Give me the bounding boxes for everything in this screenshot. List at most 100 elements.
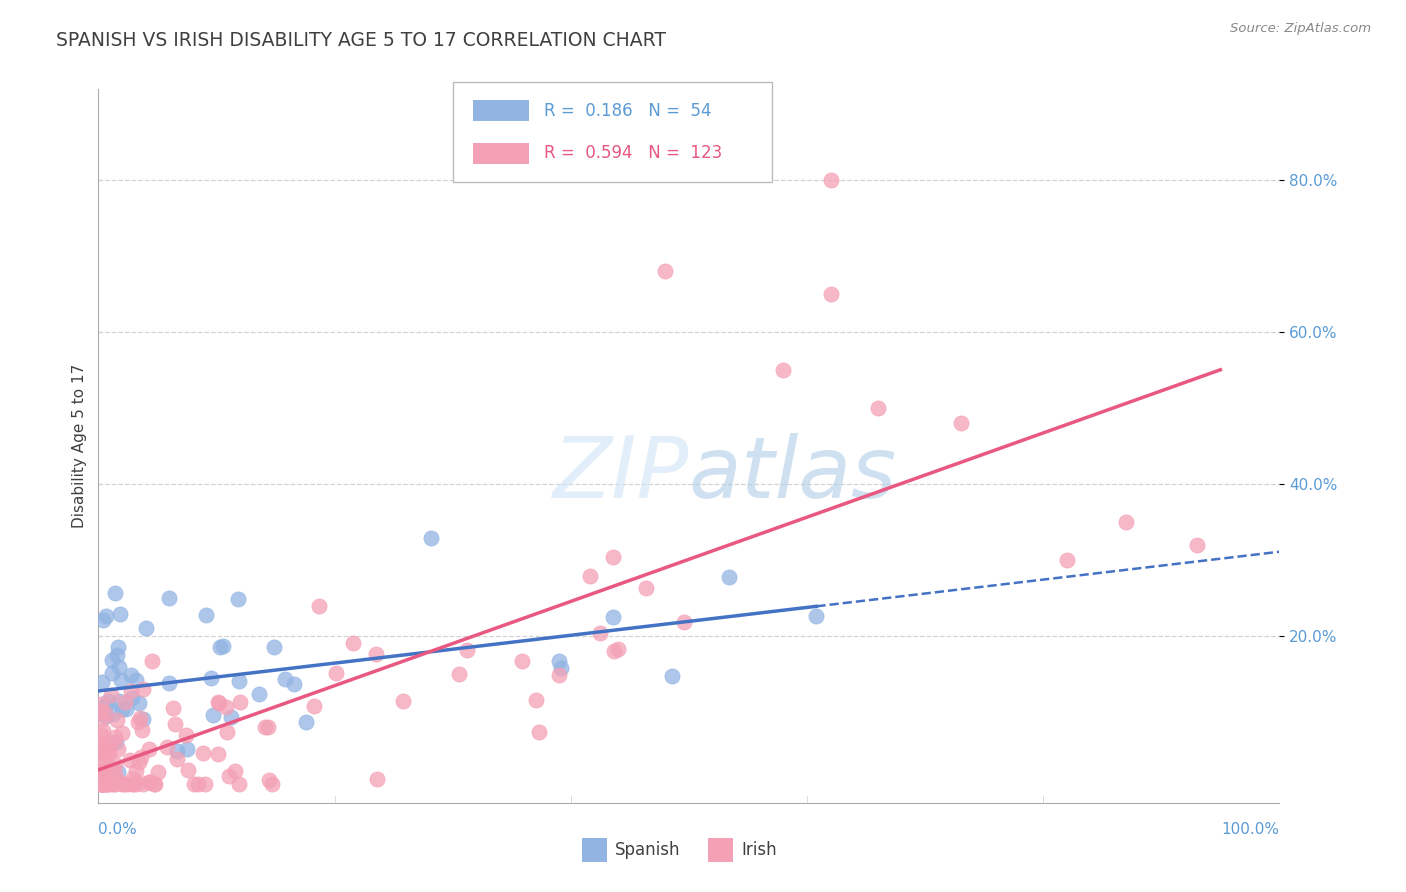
Point <box>295 714 318 729</box>
Point <box>125 764 148 778</box>
Point <box>229 695 252 709</box>
Point <box>104 730 127 744</box>
Point <box>143 777 166 791</box>
Point <box>114 702 136 716</box>
Point <box>259 772 281 787</box>
Text: 100.0%: 100.0% <box>1222 822 1279 837</box>
Point <box>90 764 112 778</box>
Point <box>90 777 112 791</box>
Point <box>257 720 280 734</box>
Point <box>90 777 112 791</box>
Point <box>177 763 200 777</box>
Point <box>866 401 889 415</box>
Point <box>1115 515 1137 529</box>
Point <box>302 698 325 713</box>
Text: Source: ZipAtlas.com: Source: ZipAtlas.com <box>1230 22 1371 36</box>
Text: 0.0%: 0.0% <box>98 822 138 837</box>
Point <box>90 697 112 711</box>
Point <box>135 621 157 635</box>
Point <box>219 710 242 724</box>
Point <box>105 772 128 787</box>
Text: R =  0.594   N =  123: R = 0.594 N = 123 <box>544 145 721 162</box>
Point <box>96 777 118 791</box>
Point <box>661 669 683 683</box>
Point <box>98 760 121 774</box>
Point <box>90 728 112 742</box>
Point <box>108 694 131 708</box>
Point <box>122 777 145 791</box>
Point <box>166 744 188 758</box>
Point <box>253 720 276 734</box>
Point <box>162 700 184 714</box>
Point <box>550 661 572 675</box>
Point <box>112 777 135 791</box>
Point <box>110 673 132 688</box>
Point <box>91 712 114 726</box>
Point <box>247 687 270 701</box>
Point <box>125 777 148 791</box>
Point <box>97 740 120 755</box>
Point <box>218 768 240 782</box>
Point <box>138 774 160 789</box>
Point <box>91 770 114 784</box>
Point <box>118 753 141 767</box>
Point <box>105 713 128 727</box>
Point <box>949 416 972 430</box>
Point <box>163 717 186 731</box>
Bar <box>472 100 530 121</box>
Point <box>90 769 112 783</box>
Point <box>128 755 150 769</box>
Point <box>157 591 180 605</box>
Point <box>191 746 214 760</box>
Point <box>366 772 388 786</box>
Point <box>100 777 122 791</box>
Point <box>101 707 124 722</box>
Y-axis label: Disability Age 5 to 17: Disability Age 5 to 17 <box>72 364 87 528</box>
Point <box>97 693 120 707</box>
Point <box>101 665 124 680</box>
Point <box>524 693 547 707</box>
Point <box>263 640 285 654</box>
Point <box>125 673 148 687</box>
Bar <box>472 143 530 164</box>
Point <box>207 747 229 761</box>
Point <box>97 745 120 759</box>
Point <box>127 714 149 729</box>
Point <box>449 667 471 681</box>
Point <box>820 173 842 187</box>
Point <box>105 648 128 663</box>
Point <box>96 777 118 791</box>
Point <box>129 750 152 764</box>
Point <box>90 769 112 783</box>
Point <box>215 700 238 714</box>
Point <box>510 654 533 668</box>
Point <box>107 640 129 654</box>
Point <box>183 777 205 791</box>
Point <box>91 706 114 720</box>
Point <box>115 777 138 791</box>
Point <box>207 695 229 709</box>
Point <box>202 707 225 722</box>
Point <box>174 728 197 742</box>
Point <box>195 608 218 623</box>
Point <box>157 675 180 690</box>
Point <box>132 681 155 696</box>
Point <box>132 712 155 726</box>
Point <box>603 644 626 658</box>
Point <box>187 777 209 791</box>
Point <box>138 741 160 756</box>
Point <box>224 764 246 778</box>
Point <box>120 668 142 682</box>
Point <box>342 636 364 650</box>
Point <box>156 739 179 754</box>
Point <box>141 654 163 668</box>
Point <box>364 648 387 662</box>
Point <box>91 613 114 627</box>
Point <box>122 771 145 785</box>
Point <box>602 550 624 565</box>
Point <box>260 777 283 791</box>
Point <box>121 777 143 791</box>
Point <box>391 694 413 708</box>
Point <box>228 777 250 791</box>
Point <box>131 723 153 738</box>
